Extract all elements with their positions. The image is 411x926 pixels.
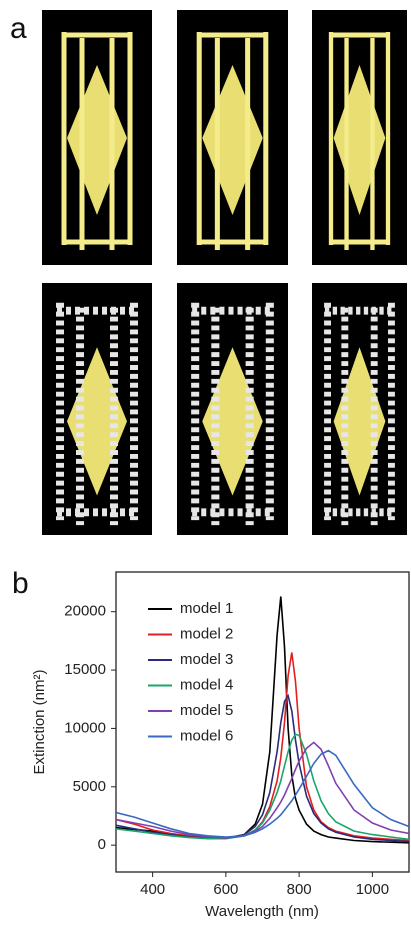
- y-tick-label: 5000: [73, 778, 106, 795]
- y-tick-label: 20000: [64, 603, 106, 620]
- panel-label: b: [12, 567, 29, 600]
- x-tick-label: 1000: [356, 881, 389, 898]
- series-line: [116, 733, 409, 841]
- x-axis-title: Wavelength (nm): [205, 903, 319, 920]
- x-tick-label: 400: [140, 881, 165, 898]
- series-line: [116, 652, 409, 842]
- y-tick-label: 10000: [64, 719, 106, 736]
- model-image: [177, 10, 288, 265]
- model-image: [312, 10, 407, 265]
- legend-label: model 3: [180, 651, 233, 668]
- model-image: [177, 283, 288, 535]
- legend-label: model 1: [180, 600, 233, 617]
- plot-frame: [115, 571, 410, 873]
- series-line: [116, 749, 409, 838]
- x-tick-label: 600: [213, 881, 238, 898]
- legend-label: model 6: [180, 727, 233, 744]
- y-tick-label: 15000: [64, 661, 106, 678]
- panel-label: a: [10, 12, 27, 45]
- model-image: [42, 283, 152, 535]
- x-tick-label: 800: [287, 881, 312, 898]
- y-axis-title: Extinction (nm²): [31, 669, 48, 774]
- model-image: [312, 283, 407, 535]
- series-line: [116, 596, 409, 844]
- series-line: [116, 741, 409, 839]
- legend-label: model 5: [180, 702, 233, 719]
- y-tick-label: 0: [98, 836, 106, 853]
- model-image: [42, 10, 152, 265]
- series-line: [116, 693, 409, 843]
- legend-label: model 2: [180, 625, 233, 642]
- legend-label: model 4: [180, 676, 233, 693]
